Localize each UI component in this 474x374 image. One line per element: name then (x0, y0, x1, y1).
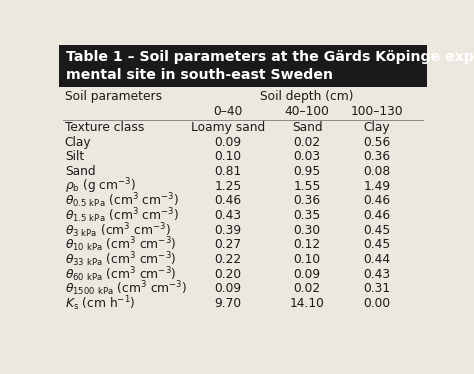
Text: $\theta_\mathregular{60\ kPa}$ (cm$^{3}$ cm$^{-3}$): $\theta_\mathregular{60\ kPa}$ (cm$^{3}$… (65, 265, 176, 283)
Text: 1.55: 1.55 (293, 180, 321, 193)
Text: 0.56: 0.56 (364, 136, 391, 149)
Text: 0.45: 0.45 (364, 239, 391, 251)
Text: 0.43: 0.43 (364, 268, 391, 281)
Text: Clay: Clay (364, 121, 390, 134)
Text: 0.36: 0.36 (294, 194, 321, 208)
Text: 0.44: 0.44 (364, 253, 391, 266)
Text: 0.09: 0.09 (294, 268, 321, 281)
Text: Silt: Silt (65, 150, 84, 163)
Text: 0.08: 0.08 (364, 165, 391, 178)
Text: 1.25: 1.25 (215, 180, 242, 193)
Text: Sand: Sand (292, 121, 322, 134)
Text: 0.36: 0.36 (364, 150, 391, 163)
Text: Loamy sand: Loamy sand (191, 121, 265, 134)
Text: $\theta_\mathregular{1.5\ kPa}$ (cm$^{3}$ cm$^{-3}$): $\theta_\mathregular{1.5\ kPa}$ (cm$^{3}… (65, 206, 179, 225)
Text: 9.70: 9.70 (215, 297, 242, 310)
FancyBboxPatch shape (59, 45, 427, 87)
Text: 0.20: 0.20 (215, 268, 242, 281)
Text: 0.39: 0.39 (215, 224, 242, 237)
Text: 0.46: 0.46 (364, 209, 391, 222)
Text: 0.35: 0.35 (293, 209, 321, 222)
Text: 0.45: 0.45 (364, 224, 391, 237)
Text: 0.00: 0.00 (364, 297, 391, 310)
Text: 0.46: 0.46 (215, 194, 242, 208)
Text: 1.49: 1.49 (364, 180, 391, 193)
Text: 100–130: 100–130 (351, 105, 403, 118)
Text: 40–100: 40–100 (285, 105, 329, 118)
Text: Clay: Clay (65, 136, 91, 149)
Text: Sand: Sand (65, 165, 95, 178)
Text: 0.31: 0.31 (364, 282, 391, 295)
Text: 0.09: 0.09 (215, 136, 242, 149)
Text: 0.12: 0.12 (294, 239, 321, 251)
Text: $K_\mathregular{s}$ (cm h$^{-1}$): $K_\mathregular{s}$ (cm h$^{-1}$) (65, 294, 136, 313)
Text: mental site in south-east Sweden: mental site in south-east Sweden (66, 68, 333, 82)
Text: Texture class: Texture class (65, 121, 144, 134)
Text: 0.46: 0.46 (364, 194, 391, 208)
Text: 0–40: 0–40 (214, 105, 243, 118)
Text: 0.43: 0.43 (215, 209, 242, 222)
Text: Soil parameters: Soil parameters (65, 90, 162, 102)
Text: 0.10: 0.10 (215, 150, 242, 163)
Text: 0.22: 0.22 (215, 253, 242, 266)
Text: 0.27: 0.27 (215, 239, 242, 251)
Text: 0.30: 0.30 (294, 224, 321, 237)
Text: 0.81: 0.81 (215, 165, 242, 178)
Text: $\theta_\mathregular{0.5\ kPa}$ (cm$^{3}$ cm$^{-3}$): $\theta_\mathregular{0.5\ kPa}$ (cm$^{3}… (65, 191, 179, 210)
Text: Table 1 – Soil parameters at the Gärds Köpinge experi-: Table 1 – Soil parameters at the Gärds K… (66, 50, 474, 64)
Text: $\theta_\mathregular{3\ kPa}$ (cm$^{3}$ cm$^{-3}$): $\theta_\mathregular{3\ kPa}$ (cm$^{3}$ … (65, 221, 171, 240)
Text: 14.10: 14.10 (290, 297, 325, 310)
Text: $\theta_\mathregular{10\ kPa}$ (cm$^{3}$ cm$^{-3}$): $\theta_\mathregular{10\ kPa}$ (cm$^{3}$… (65, 236, 176, 254)
Text: $\rho_\mathregular{b}$ (g cm$^{-3}$): $\rho_\mathregular{b}$ (g cm$^{-3}$) (65, 177, 136, 196)
Text: 0.02: 0.02 (294, 136, 321, 149)
Text: 0.10: 0.10 (294, 253, 321, 266)
Text: 0.95: 0.95 (293, 165, 321, 178)
Text: $\theta_\mathregular{1500\ kPa}$ (cm$^{3}$ cm$^{-3}$): $\theta_\mathregular{1500\ kPa}$ (cm$^{3… (65, 280, 187, 298)
Text: Soil depth (cm): Soil depth (cm) (260, 90, 353, 102)
Text: 0.03: 0.03 (294, 150, 321, 163)
Text: 0.09: 0.09 (215, 282, 242, 295)
Text: $\theta_\mathregular{33\ kPa}$ (cm$^{3}$ cm$^{-3}$): $\theta_\mathregular{33\ kPa}$ (cm$^{3}$… (65, 250, 176, 269)
Text: 0.02: 0.02 (294, 282, 321, 295)
